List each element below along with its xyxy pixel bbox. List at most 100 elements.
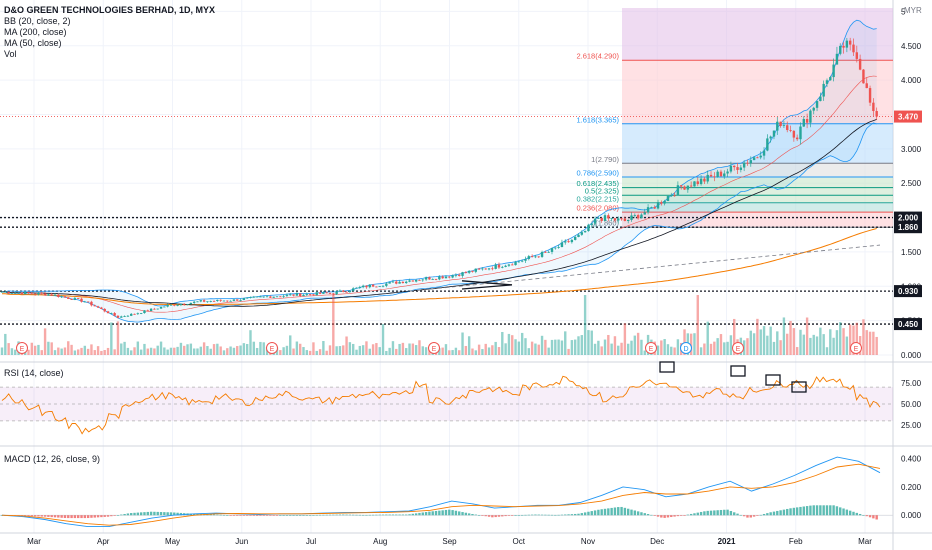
macd-hist-bar	[23, 515, 27, 517]
candle-body	[610, 218, 613, 220]
candle-body	[636, 215, 640, 219]
candle-body	[792, 130, 796, 138]
candle-body	[431, 278, 434, 280]
macd-hist-bar	[597, 509, 600, 516]
volume-bar	[855, 322, 859, 355]
candle-body	[60, 296, 63, 298]
volume-bar	[361, 345, 365, 355]
candle-body	[537, 256, 540, 258]
indicator-ma50[interactable]: MA (50, close)	[4, 38, 62, 48]
candle-body	[126, 315, 130, 317]
macd-hist-bar	[855, 512, 859, 516]
candle-body	[143, 310, 146, 314]
earnings-marker-3	[645, 342, 657, 354]
candle-body	[63, 296, 67, 298]
macd-line	[1, 456, 881, 528]
candle-body	[282, 295, 285, 297]
candle-body	[27, 291, 30, 293]
time-tick-3: Jun	[235, 537, 248, 546]
macd-hist-bar	[723, 509, 726, 516]
candle-body	[766, 138, 769, 151]
macd-hist-bar	[805, 506, 809, 516]
macd-hist-bar	[789, 508, 792, 516]
macd-hist-bar	[77, 515, 80, 519]
candle-body	[461, 272, 464, 276]
candle-body	[53, 294, 57, 296]
indicator-bb[interactable]: BB (20, close, 2)	[4, 16, 71, 26]
macd-hist-bar	[27, 515, 30, 517]
macd-hist-bar	[279, 515, 282, 516]
volume-bar	[444, 344, 448, 355]
macd-hist-bar	[156, 511, 159, 516]
candle-body	[875, 111, 878, 117]
volume-bar	[845, 336, 849, 355]
candle-body	[352, 288, 355, 291]
volume-bar	[219, 346, 222, 355]
candle-body	[547, 251, 550, 253]
volume-bar	[30, 342, 34, 355]
candle-body	[852, 44, 855, 53]
volume-bar	[795, 347, 799, 355]
volume-bar	[106, 347, 110, 355]
volume-bar	[86, 348, 90, 355]
macd-title[interactable]: MACD (12, 26, close, 9)	[4, 454, 101, 464]
macd-hist-bar	[852, 511, 855, 516]
macd-hist-bar	[424, 512, 428, 516]
macd-hist-bar	[544, 514, 547, 516]
macd-hist-bar	[769, 512, 772, 516]
candle-body	[653, 207, 656, 209]
fib-label-1: 1.618(3.365)	[576, 115, 619, 124]
price-label-0: 3.470	[898, 113, 919, 122]
indicator-vol[interactable]: Vol	[4, 49, 17, 59]
candle-body	[17, 292, 20, 294]
volume-bar	[189, 343, 193, 355]
macd-hist-bar	[670, 515, 673, 518]
candle-body	[163, 306, 166, 308]
rsi-title[interactable]: RSI (14, close)	[4, 368, 64, 378]
candle-body	[262, 296, 265, 298]
volume-bar	[110, 322, 113, 355]
candle-body	[855, 52, 859, 59]
macd-hist-bar	[239, 515, 242, 516]
candle-body	[103, 308, 106, 312]
candle-body	[530, 256, 534, 257]
volume-bar	[454, 347, 458, 355]
macd-hist-bar	[729, 510, 733, 516]
volume-bar	[77, 349, 80, 355]
signal-line	[1, 463, 881, 526]
volume-bar	[782, 317, 786, 355]
fib-zone-5	[622, 195, 893, 203]
macd-hist-bar	[676, 515, 680, 517]
candle-body	[676, 185, 680, 196]
volume-bar	[544, 339, 547, 355]
candle-body	[471, 270, 474, 272]
candle-body	[703, 178, 706, 182]
candle-body	[398, 281, 401, 284]
macd-hist-bar	[245, 515, 249, 516]
volume-bar	[378, 347, 381, 355]
macd-hist-bar	[80, 515, 83, 519]
candle-body	[70, 298, 73, 300]
symbol-line[interactable]: D&O GREEN TECHNOLOGIES BERHAD, 1D, MYX	[4, 5, 216, 15]
volume-bar	[139, 349, 143, 355]
volume-bar	[567, 348, 570, 355]
candle-body	[580, 232, 584, 235]
volume-bar	[322, 341, 325, 355]
volume-bar	[597, 340, 600, 355]
macd-hist-bar	[226, 515, 229, 516]
macd-hist-bar	[395, 514, 398, 516]
macd-hist-bar	[242, 515, 246, 516]
macd-hist-bar	[550, 514, 554, 516]
candle-body	[809, 110, 812, 123]
macd-hist-bar	[414, 513, 418, 516]
volume-bar	[100, 350, 103, 355]
volume-bar	[123, 341, 126, 355]
indicator-ma200[interactable]: MA (200, close)	[4, 27, 67, 37]
macd-hist-bar	[391, 514, 395, 516]
volume-bar	[308, 350, 312, 355]
candle-body	[67, 297, 70, 299]
volume-bar	[438, 348, 441, 355]
wedge-line-top	[461, 280, 513, 286]
macd-hist-bar	[759, 514, 762, 516]
